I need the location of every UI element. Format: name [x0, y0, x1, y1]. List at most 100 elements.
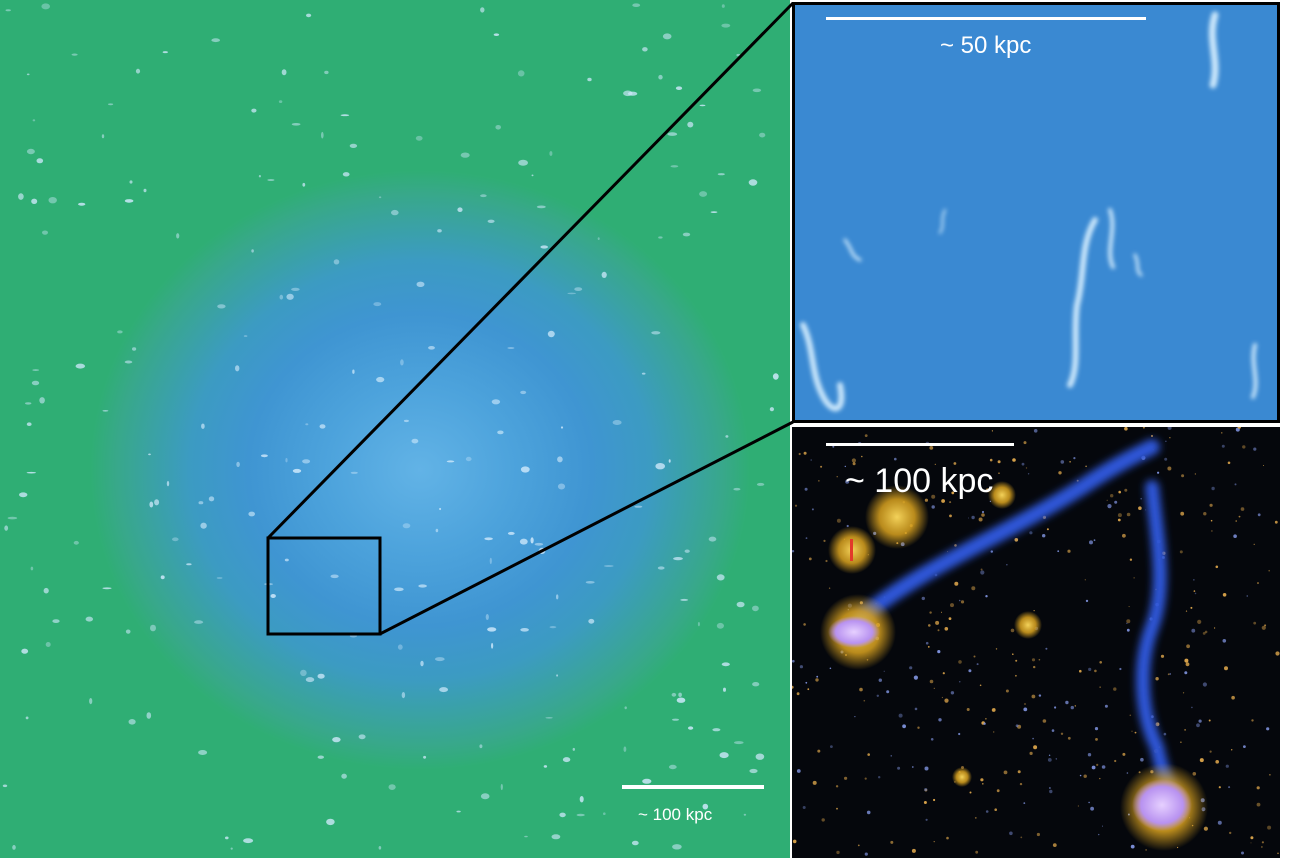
background-star: [803, 623, 806, 626]
cloud-clump: [710, 211, 718, 214]
background-star: [886, 690, 890, 694]
cloud-clump: [673, 557, 683, 561]
background-star: [852, 462, 856, 466]
zoom-inset-image: [792, 2, 1280, 423]
background-star: [835, 785, 839, 788]
cloud-clump: [597, 237, 600, 241]
background-star: [1274, 520, 1278, 524]
cloud-clump: [176, 233, 180, 239]
background-star: [1067, 549, 1071, 553]
background-star: [941, 499, 945, 503]
cloud-clump: [326, 818, 335, 826]
background-star: [1267, 825, 1272, 830]
background-star: [1033, 429, 1038, 433]
cloud-clump: [32, 119, 36, 122]
background-star: [851, 458, 856, 463]
background-star: [1005, 689, 1009, 693]
cloud-clump: [716, 622, 725, 629]
cloud-clump: [559, 812, 566, 818]
cloud-clump: [26, 73, 30, 76]
background-star: [1211, 530, 1213, 532]
background-star: [976, 663, 979, 666]
background-star: [960, 600, 965, 604]
background-star: [1101, 765, 1106, 769]
cloud-clump: [520, 466, 530, 473]
background-star: [861, 455, 863, 458]
background-star: [1024, 703, 1026, 705]
cloud-clump: [545, 717, 553, 719]
cloud-clump: [48, 197, 57, 204]
background-star: [1012, 458, 1016, 462]
cloud-clump: [258, 175, 261, 178]
cloud-clump: [752, 682, 760, 687]
cloud-clump: [391, 209, 399, 216]
cloud-clump: [678, 692, 682, 697]
background-star: [1167, 673, 1170, 676]
background-star: [1055, 758, 1057, 760]
background-star: [1126, 772, 1129, 774]
background-star: [929, 446, 934, 450]
background-star: [1114, 500, 1118, 504]
background-star: [1027, 473, 1030, 475]
cloud-clump: [480, 7, 485, 13]
cloud-clump: [43, 587, 49, 594]
background-star: [1067, 736, 1071, 740]
background-star: [1275, 651, 1280, 656]
background-star: [951, 491, 955, 495]
cloud-clump: [725, 435, 729, 438]
background-star: [897, 766, 901, 770]
cloud-clump: [394, 587, 404, 592]
cloud-clump: [675, 86, 683, 90]
background-star: [1240, 507, 1245, 511]
cloud-clump: [418, 584, 427, 588]
jellyfish-galaxy-core: [828, 616, 880, 648]
galaxy-glow: [865, 485, 929, 549]
background-star: [1038, 658, 1041, 661]
cloud-clump: [235, 365, 240, 372]
cloud-clump: [687, 121, 694, 128]
background-star: [864, 434, 868, 437]
cloud-clump: [439, 687, 448, 693]
cloud-clump: [576, 813, 585, 817]
background-star: [1253, 543, 1255, 545]
cloud-clump: [543, 765, 548, 768]
cloud-clump: [670, 165, 679, 168]
cloud-clump: [279, 294, 284, 300]
cloud-clump: [480, 194, 487, 198]
background-star: [820, 465, 823, 468]
background-star: [1099, 686, 1101, 688]
cloud-clump: [5, 9, 11, 12]
cloud-clumps-layer: [2, 3, 779, 850]
cloud-clump: [500, 783, 503, 791]
cloud-clump: [623, 746, 627, 752]
cloud-clump: [457, 207, 463, 212]
background-star: [1185, 610, 1188, 612]
background-star: [1261, 841, 1264, 844]
cloud-clump: [324, 70, 329, 75]
background-star: [1241, 851, 1244, 855]
background-star: [1021, 462, 1025, 466]
background-star: [1098, 833, 1100, 836]
background-star: [836, 807, 838, 810]
background-star: [1090, 806, 1094, 811]
cloud-clump: [305, 677, 315, 683]
cloud-clump: [662, 33, 672, 40]
background-star: [810, 459, 812, 461]
background-star: [1126, 622, 1128, 624]
background-star: [1091, 765, 1096, 770]
background-star: [1157, 471, 1160, 474]
cloud-clump: [574, 287, 583, 291]
background-star: [1182, 692, 1185, 694]
background-star: [890, 840, 894, 844]
cloud-clump: [721, 23, 731, 28]
background-star: [949, 514, 952, 518]
background-star: [1033, 745, 1038, 750]
cloud-clump: [518, 159, 528, 166]
background-star: [1054, 706, 1057, 709]
background-star: [1208, 719, 1211, 722]
cloud-clump: [172, 537, 179, 542]
cloud-clump: [540, 245, 548, 249]
background-star: [1253, 447, 1257, 451]
background-star: [1023, 707, 1028, 712]
cloud-clump: [627, 91, 638, 96]
